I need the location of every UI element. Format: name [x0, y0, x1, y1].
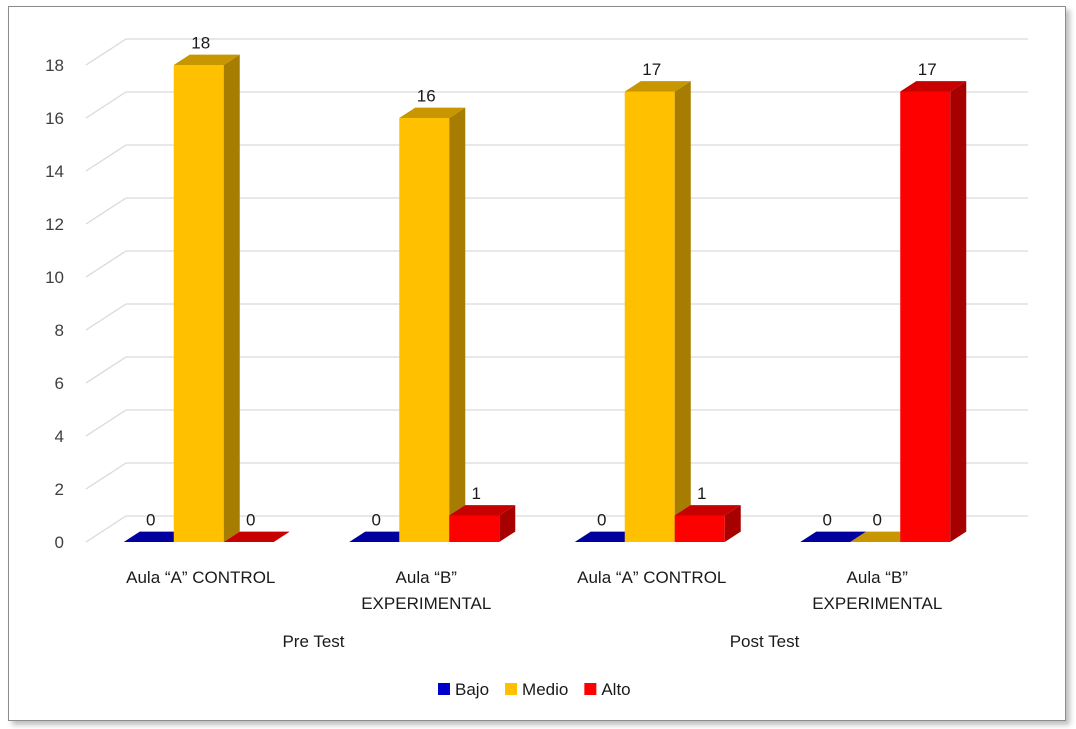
legend-label: Bajo [455, 680, 489, 699]
data-label: 0 [873, 511, 882, 530]
category-label: Aula “A” CONTROL [577, 568, 726, 587]
data-label: 18 [191, 34, 210, 53]
gridline-diagonal [85, 197, 127, 225]
bar-top [674, 505, 741, 516]
data-labels: 0 18 0 0 16 1 0 17 1 0 0 17 [146, 34, 937, 530]
bar-top [349, 531, 416, 542]
y-tick-label: 0 [55, 533, 64, 552]
bar-alto-1 [449, 505, 516, 542]
legend-label: Alto [601, 680, 630, 699]
gridline-diagonal [85, 303, 127, 331]
bar-top [123, 531, 190, 542]
bar-top [574, 531, 641, 542]
group-label: Pre Test [282, 632, 344, 651]
bar-medio-1 [399, 107, 466, 542]
data-label: 0 [146, 511, 155, 530]
bar-medio-2 [624, 81, 691, 542]
y-tick-label: 14 [45, 162, 64, 181]
y-tick-label: 16 [45, 109, 64, 128]
gridline-diagonal [85, 38, 127, 66]
legend-item-alto: Alto [584, 680, 631, 699]
gridline-diagonal [85, 250, 127, 278]
bar-bajo-1 [349, 531, 416, 542]
gridlines [85, 38, 1028, 543]
bar-medio-3 [850, 531, 917, 542]
bar-front [449, 515, 500, 542]
bar-side [223, 54, 240, 542]
category-label: Aula “B” [396, 568, 458, 587]
legend-swatch [584, 683, 597, 695]
bar-alto-3 [900, 81, 967, 542]
bar-bajo-3 [800, 531, 867, 542]
bar-top [850, 531, 917, 542]
group-label: Post Test [730, 632, 800, 651]
bar-front [674, 515, 725, 542]
category-label: EXPERIMENTAL [812, 594, 942, 613]
data-label: 0 [823, 511, 832, 530]
data-label: 16 [417, 87, 436, 106]
y-tick-label: 12 [45, 215, 64, 234]
category-label: EXPERIMENTAL [361, 594, 491, 613]
gridline-diagonal [85, 462, 127, 490]
bar-top [800, 531, 867, 542]
bar-side [499, 505, 516, 542]
bar-front [624, 91, 675, 542]
bar-top [900, 81, 967, 92]
x-axis-categories: Aula “A” CONTROL Aula “B” EXPERIMENTAL Aula… [126, 568, 942, 651]
y-tick-label: 6 [55, 374, 64, 393]
data-label: 17 [642, 60, 661, 79]
bar-bajo-0 [123, 531, 190, 542]
category-label: Aula “B” [847, 568, 909, 587]
bar-medio-0 [173, 54, 240, 542]
bar-side [950, 81, 967, 542]
y-tick-label: 8 [55, 321, 64, 340]
gridline-diagonal [85, 144, 127, 172]
legend-item-bajo: Bajo [438, 680, 489, 699]
data-label: 0 [246, 511, 255, 530]
data-label: 17 [918, 60, 937, 79]
y-tick-label: 4 [55, 427, 64, 446]
bar-top [399, 107, 466, 118]
bar-side [674, 81, 691, 542]
legend: Bajo Medio Alto [438, 680, 631, 699]
y-tick-label: 2 [55, 480, 64, 499]
gridline-diagonal [85, 515, 127, 543]
data-label: 1 [472, 484, 481, 503]
gridline-diagonal [85, 91, 127, 119]
bar-front [900, 91, 951, 542]
bar-top [449, 505, 516, 516]
gridline-diagonal [85, 409, 127, 437]
category-label: Aula “A” CONTROL [126, 568, 275, 587]
bar-side [449, 107, 466, 542]
chart-frame: 0 2 4 6 8 10 12 14 16 18 0 18 0 0 16 1 0 17 1 0 0 17 Aula “A… [8, 6, 1066, 721]
legend-swatch [505, 683, 518, 695]
bar-top [223, 531, 290, 542]
bars [123, 54, 967, 542]
bar-side [724, 505, 741, 542]
bar-top [624, 81, 691, 92]
data-label: 1 [697, 484, 706, 503]
bar-front [399, 118, 450, 542]
legend-item-medio: Medio [505, 680, 568, 699]
y-tick-label: 10 [45, 268, 64, 287]
legend-swatch [438, 683, 450, 695]
bar-front [173, 65, 224, 542]
bar-alto-0 [223, 531, 290, 542]
y-tick-label: 18 [45, 56, 64, 75]
data-label: 0 [597, 511, 606, 530]
y-axis-ticks: 0 2 4 6 8 10 12 14 16 18 [45, 56, 64, 552]
bar-bajo-2 [574, 531, 641, 542]
bar-alto-2 [674, 505, 741, 542]
legend-label: Medio [522, 680, 568, 699]
data-label: 0 [372, 511, 381, 530]
gridline-diagonal [85, 356, 127, 384]
bar-top [173, 54, 240, 65]
